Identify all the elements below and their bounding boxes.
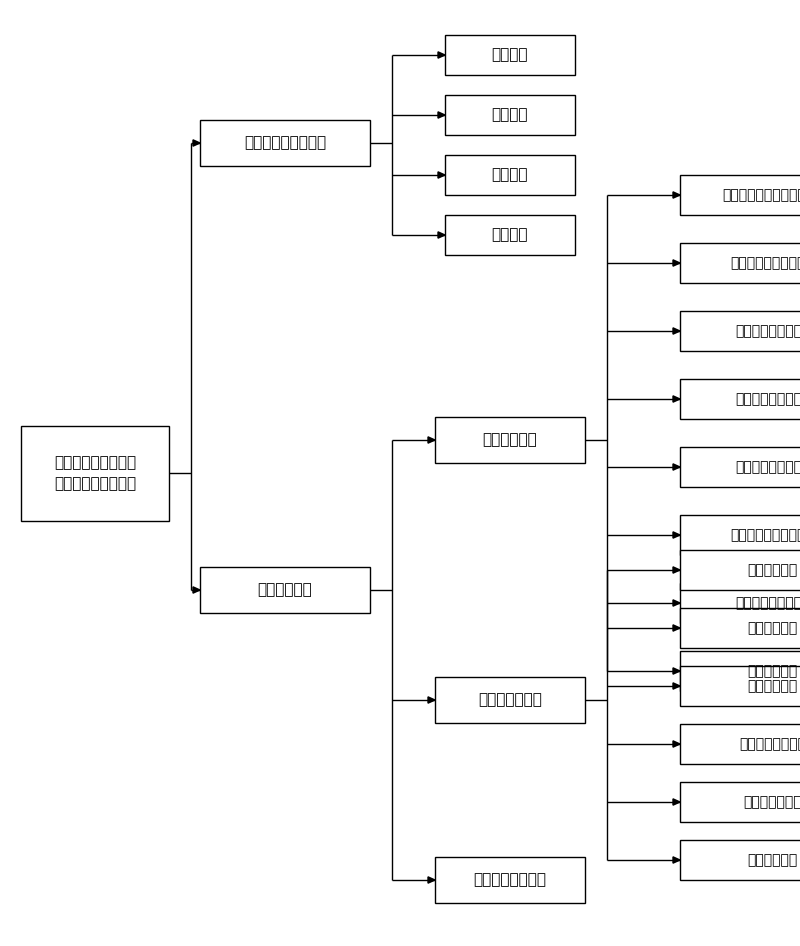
Bar [680, 243, 800, 283]
Polygon shape [193, 140, 200, 146]
Text: 事故案例管理模块: 事故案例管理模块 [474, 872, 546, 887]
Polygon shape [673, 625, 680, 631]
Polygon shape [428, 437, 435, 443]
Bar [200, 120, 370, 166]
Polygon shape [438, 172, 445, 178]
Bar [445, 35, 575, 75]
Text: 显示模块: 显示模块 [492, 108, 528, 122]
Bar [680, 447, 800, 487]
Polygon shape [673, 532, 680, 538]
Text: 车载式无标尺交通事
故现场快速勘查系统: 车载式无标尺交通事 故现场快速勘查系统 [54, 455, 136, 491]
Text: 笔录生成模块: 笔录生成模块 [747, 853, 798, 867]
Bar [680, 583, 800, 623]
Bar [200, 567, 370, 613]
Text: 图形交互模块: 图形交互模块 [747, 679, 798, 693]
Polygon shape [673, 328, 680, 334]
Bar [445, 215, 575, 255]
Bar [680, 724, 800, 764]
Text: 直线的三维重建模块: 直线的三维重建模块 [735, 460, 800, 474]
Polygon shape [193, 587, 200, 593]
Polygon shape [673, 798, 680, 805]
Bar [680, 666, 800, 706]
Polygon shape [428, 877, 435, 884]
Polygon shape [438, 112, 445, 118]
Bar [445, 155, 575, 195]
Text: 拍摄模块: 拍摄模块 [492, 47, 528, 62]
Text: 符号管理模块: 符号管理模块 [747, 621, 798, 635]
Text: 现场图打印模块: 现场图打印模块 [743, 795, 800, 809]
Text: 车载式现场勘查设备: 车载式现场勘查设备 [244, 135, 326, 150]
Polygon shape [673, 192, 680, 198]
Bar [680, 550, 800, 590]
Text: 相机镜头畸变校正模块: 相机镜头畸变校正模块 [730, 256, 800, 270]
Bar [435, 417, 585, 463]
Polygon shape [673, 683, 680, 689]
Polygon shape [673, 395, 680, 402]
Polygon shape [438, 52, 445, 58]
Polygon shape [673, 260, 680, 266]
Bar [680, 651, 800, 691]
Text: 点到直线距高测量模块: 点到直线距高测量模块 [730, 528, 800, 542]
Bar [435, 857, 585, 903]
Text: 相机内外部参数初始化模块: 相机内外部参数初始化模块 [722, 188, 800, 202]
Polygon shape [673, 464, 680, 470]
Text: 图像坐标系拼接模块: 图像坐标系拼接模块 [735, 596, 800, 610]
Text: 案例信息模块: 案例信息模块 [747, 563, 798, 577]
Text: 图像处理模块: 图像处理模块 [482, 432, 538, 447]
Polygon shape [673, 668, 680, 674]
Text: 空间点三维重建模块: 空间点三维重建模块 [735, 324, 800, 338]
Polygon shape [673, 567, 680, 573]
Bar [435, 677, 585, 723]
Text: 两点间距离测量模块: 两点间距离测量模块 [735, 392, 800, 406]
Bar [680, 515, 800, 555]
Bar [680, 608, 800, 648]
Polygon shape [428, 697, 435, 703]
Polygon shape [438, 232, 445, 238]
Bar [680, 175, 800, 215]
Bar [445, 95, 575, 135]
Text: 空间数据导入模块: 空间数据导入模块 [739, 737, 800, 751]
Bar [21, 426, 169, 520]
Polygon shape [673, 741, 680, 747]
Bar [680, 379, 800, 419]
Bar [680, 782, 800, 822]
Text: 辅助模块: 辅助模块 [492, 227, 528, 242]
Text: 现场图绘制模块: 现场图绘制模块 [478, 692, 542, 708]
Polygon shape [673, 857, 680, 863]
Bar [680, 840, 800, 880]
Polygon shape [673, 600, 680, 606]
Text: 控制模块: 控制模块 [492, 167, 528, 183]
Text: 信息处理系统: 信息处理系统 [258, 583, 312, 598]
Bar [680, 311, 800, 351]
Text: 数据接口模块: 数据接口模块 [747, 664, 798, 678]
